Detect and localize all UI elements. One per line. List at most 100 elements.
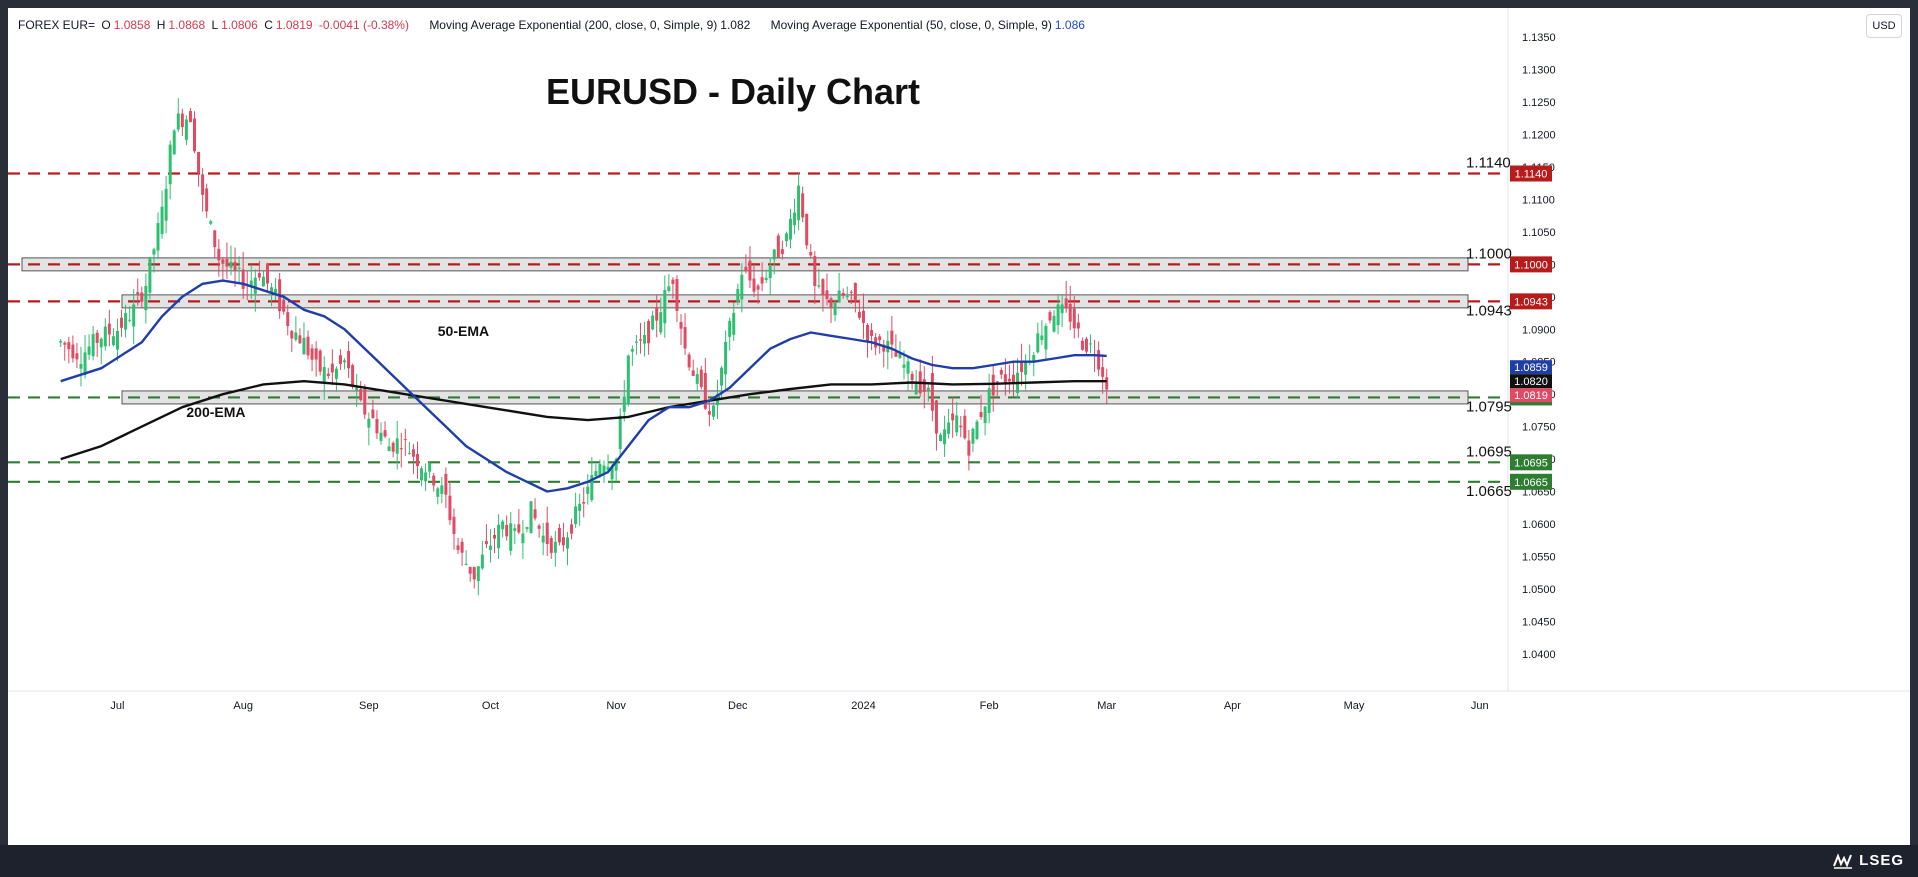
candle-body[interactable]: [229, 261, 233, 268]
candle-body[interactable]: [197, 151, 201, 174]
candle-body[interactable]: [501, 521, 505, 530]
candle-body[interactable]: [107, 323, 111, 335]
candle-body[interactable]: [687, 354, 691, 368]
candle-body[interactable]: [574, 506, 578, 525]
candle-body[interactable]: [233, 261, 237, 271]
candle-body[interactable]: [813, 256, 817, 286]
candle-body[interactable]: [764, 277, 768, 280]
candle-body[interactable]: [428, 463, 432, 472]
candle-body[interactable]: [298, 335, 302, 344]
candle-body[interactable]: [322, 367, 326, 383]
candle-body[interactable]: [75, 353, 79, 360]
candle-body[interactable]: [176, 113, 180, 130]
candle-body[interactable]: [351, 365, 355, 387]
candle-body[interactable]: [825, 290, 829, 299]
candle-body[interactable]: [691, 370, 695, 376]
candle-body[interactable]: [71, 344, 75, 359]
candle-body[interactable]: [995, 381, 999, 383]
candle-body[interactable]: [334, 368, 338, 379]
candle-body[interactable]: [160, 206, 164, 234]
candle-body[interactable]: [703, 373, 707, 409]
candle-body[interactable]: [882, 344, 886, 352]
candle-body[interactable]: [347, 350, 351, 369]
candle-body[interactable]: [914, 382, 918, 395]
candle-body[interactable]: [586, 486, 590, 494]
candle-body[interactable]: [225, 259, 229, 267]
candle-body[interactable]: [464, 563, 468, 565]
candle-body[interactable]: [1105, 377, 1109, 390]
candle-body[interactable]: [128, 319, 132, 321]
candle-body[interactable]: [302, 337, 306, 355]
candle-body[interactable]: [144, 285, 148, 311]
candle-body[interactable]: [1036, 333, 1040, 353]
candle-body[interactable]: [440, 485, 444, 494]
candle-body[interactable]: [987, 388, 991, 414]
candle-body[interactable]: [975, 421, 979, 439]
candle-body[interactable]: [152, 249, 156, 255]
candle-body[interactable]: [274, 288, 278, 293]
candle-body[interactable]: [415, 453, 419, 467]
candle-body[interactable]: [115, 330, 119, 350]
candle-body[interactable]: [87, 346, 91, 355]
candle-body[interactable]: [221, 259, 225, 264]
candle-body[interactable]: [1011, 374, 1015, 383]
candle-body[interactable]: [752, 278, 756, 292]
candle-body[interactable]: [253, 277, 257, 294]
candle-body[interactable]: [926, 387, 930, 391]
candle-body[interactable]: [484, 541, 488, 545]
candle-body[interactable]: [1032, 355, 1036, 362]
candle-body[interactable]: [866, 324, 870, 341]
candle-body[interactable]: [99, 338, 103, 348]
candle-body[interactable]: [79, 363, 83, 369]
candle-body[interactable]: [638, 339, 642, 341]
candle-body[interactable]: [817, 285, 821, 287]
candle-body[interactable]: [371, 409, 375, 418]
ema200-line[interactable]: [60, 380, 1107, 461]
candle-body[interactable]: [772, 249, 776, 260]
candle-body[interactable]: [922, 379, 926, 392]
candle-body[interactable]: [217, 248, 221, 261]
candle-body[interactable]: [768, 266, 772, 279]
candle-body[interactable]: [630, 348, 634, 352]
candle-body[interactable]: [213, 230, 217, 248]
candle-body[interactable]: [951, 413, 955, 421]
candle-body[interactable]: [594, 471, 598, 477]
candle-body[interactable]: [343, 360, 347, 363]
candle-body[interactable]: [930, 373, 934, 411]
candle-body[interactable]: [156, 223, 160, 251]
candle-body[interactable]: [561, 537, 565, 546]
candle-body[interactable]: [756, 285, 760, 290]
candle-body[interactable]: [270, 287, 274, 293]
candle-body[interactable]: [172, 130, 176, 155]
candle-body[interactable]: [407, 453, 411, 455]
candle-body[interactable]: [566, 537, 569, 549]
candle-body[interactable]: [1048, 312, 1052, 321]
candle-body[interactable]: [136, 292, 140, 295]
candle-body[interactable]: [310, 348, 314, 360]
candle-body[interactable]: [63, 342, 67, 345]
candle-body[interactable]: [448, 495, 452, 521]
candle-body[interactable]: [379, 432, 383, 441]
candle-body[interactable]: [460, 541, 464, 553]
candle-body[interactable]: [549, 538, 553, 553]
candle-body[interactable]: [205, 188, 209, 212]
candle-body[interactable]: [111, 336, 115, 346]
candle-body[interactable]: [626, 355, 630, 405]
candle-body[interactable]: [1080, 340, 1084, 350]
candle-body[interactable]: [367, 418, 371, 428]
candle-body[interactable]: [363, 388, 367, 415]
candle-body[interactable]: [857, 311, 861, 318]
candle-body[interactable]: [1052, 315, 1056, 332]
candle-body[interactable]: [663, 290, 667, 324]
candle-body[interactable]: [1040, 335, 1044, 340]
candle-body[interactable]: [201, 174, 205, 195]
candle-body[interactable]: [140, 292, 144, 302]
candle-body[interactable]: [906, 361, 910, 374]
candle-body[interactable]: [959, 425, 963, 428]
candle-body[interactable]: [517, 524, 521, 533]
candle-body[interactable]: [399, 448, 403, 450]
candle-body[interactable]: [991, 374, 995, 396]
candle-body[interactable]: [748, 260, 752, 281]
candle-body[interactable]: [809, 252, 813, 256]
candle-body[interactable]: [1084, 338, 1088, 352]
